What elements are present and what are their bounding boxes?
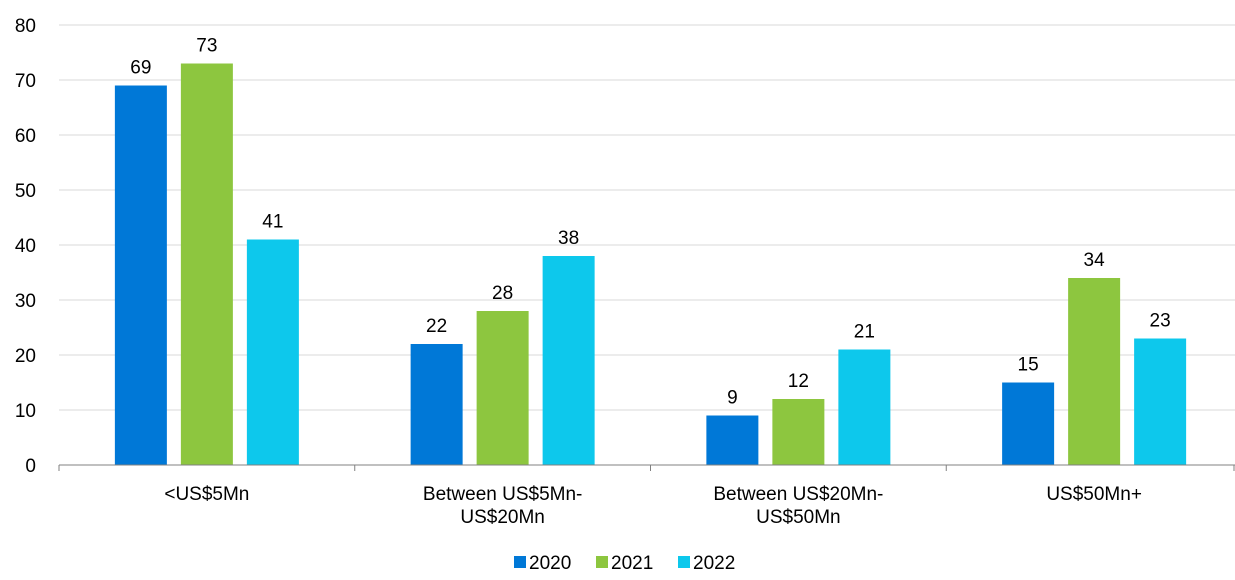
bar-2020	[706, 415, 759, 465]
y-tick-label: 60	[15, 126, 36, 147]
bar-2022	[246, 239, 299, 465]
bar-2022	[1134, 338, 1187, 465]
legend-label: 2022	[693, 553, 735, 574]
data-label: 12	[788, 371, 809, 392]
legend-swatch	[514, 556, 526, 568]
x-category-label: Between US$20Mn-	[713, 484, 883, 505]
data-label: 41	[262, 212, 283, 233]
bar-2022	[838, 349, 891, 465]
data-labels: 69 73 41 22 28 38 9 12 21 15 34 23	[130, 36, 1170, 409]
data-label: 34	[1084, 250, 1106, 271]
data-label: 21	[854, 322, 875, 343]
y-tick-label: 40	[15, 236, 36, 257]
legend-swatch	[596, 556, 608, 568]
bar-2021	[476, 311, 529, 465]
data-label: 73	[196, 36, 217, 57]
y-axis-ticks: 0 10 20 30 40 50 60 70 80	[15, 16, 36, 477]
legend: 2020 2021 2022	[514, 553, 735, 574]
x-axis	[58, 464, 1235, 471]
bar-2021	[180, 63, 233, 465]
bar-2021	[772, 399, 825, 465]
y-tick-label: 80	[15, 16, 36, 37]
bar-2020	[114, 85, 167, 465]
bar-2020	[410, 344, 463, 465]
gridlines	[59, 24, 1235, 411]
data-label: 9	[727, 388, 738, 409]
x-category-label: <US$5Mn	[164, 484, 249, 505]
legend-swatch	[678, 556, 690, 568]
data-label: 15	[1018, 355, 1039, 376]
legend-label: 2021	[611, 553, 653, 574]
data-label: 38	[558, 228, 579, 249]
y-tick-label: 70	[15, 71, 36, 92]
y-tick-label: 20	[15, 346, 36, 367]
data-label: 23	[1150, 311, 1171, 332]
legend-label: 2020	[529, 553, 571, 574]
data-label: 28	[492, 283, 513, 304]
y-tick-label: 0	[25, 456, 36, 477]
y-tick-label: 10	[15, 401, 36, 422]
y-tick-label: 50	[15, 181, 36, 202]
y-tick-label: 30	[15, 291, 36, 312]
x-category-label: US$50Mn+	[1046, 484, 1142, 505]
bar-2020	[1002, 382, 1055, 465]
x-axis-category-labels: <US$5Mn Between US$5Mn-US$20Mn Between US$…	[164, 484, 1142, 528]
data-label: 22	[426, 316, 447, 337]
bars	[114, 63, 1187, 465]
x-category-label: US$20Mn	[460, 507, 545, 528]
data-label: 69	[130, 58, 151, 79]
x-category-label: US$50Mn	[756, 507, 841, 528]
bar-2021	[1068, 278, 1121, 465]
x-category-label: Between US$5Mn-	[423, 484, 582, 505]
bar-2022	[542, 256, 595, 465]
